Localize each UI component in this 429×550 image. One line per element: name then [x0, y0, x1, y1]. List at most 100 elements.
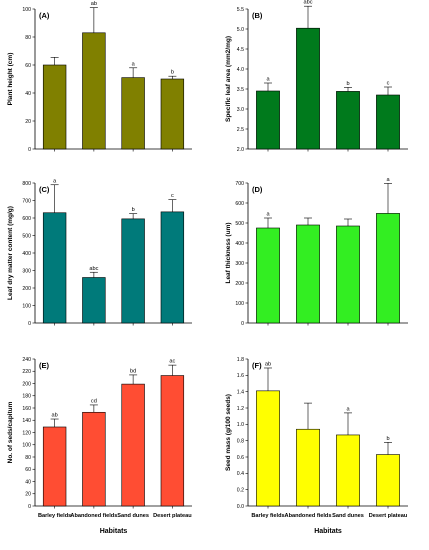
x-category-label: Desert plateau [153, 513, 192, 519]
significance-label: a [386, 177, 390, 183]
bar [82, 277, 106, 324]
bar [336, 225, 360, 324]
significance-label: ab [91, 1, 97, 7]
bar [376, 94, 400, 150]
y-tick-label: 600 [22, 216, 31, 222]
y-tick-label: 100 [22, 303, 31, 309]
significance-label: b [346, 81, 349, 87]
bar [160, 375, 185, 507]
y-tick-label: 60 [25, 467, 31, 473]
significance-label: c [387, 81, 390, 87]
y-tick-label: 1.2 [237, 406, 244, 412]
bar [376, 454, 400, 507]
significance-label: ab [52, 413, 58, 419]
y-tick-label: 100 [22, 7, 31, 13]
bar [376, 213, 400, 324]
y-axis-label: Specific leaf area (mm2/mg) [225, 36, 232, 122]
y-tick-label: 1.6 [237, 373, 244, 379]
y-tick-label: 0.2 [237, 487, 244, 493]
significance-label: bd [130, 368, 136, 374]
bar [82, 411, 106, 507]
x-axis-label: Habitats [314, 528, 342, 535]
y-tick-label: 140 [22, 418, 31, 424]
y-tick-label: 200 [22, 381, 31, 387]
y-tick-label: 0 [28, 147, 31, 153]
chart-panel: (D) 0 100 200 300 400 500 600 700 Leaf thickness … [225, 177, 408, 327]
significance-label: abc [89, 266, 98, 272]
y-tick-label: 500 [235, 221, 244, 227]
y-tick-label: 20 [25, 492, 31, 498]
y-tick-label: 400 [235, 241, 244, 247]
y-tick-label: 600 [235, 201, 244, 207]
significance-label: abc [303, 0, 312, 6]
y-tick-label: 60 [25, 63, 31, 69]
y-tick-label: 4.0 [237, 67, 244, 73]
x-category-label: Abandoned fields [285, 513, 332, 519]
y-tick-label: 2.0 [237, 147, 244, 153]
y-tick-label: 0.0 [237, 504, 244, 510]
y-tick-label: 40 [25, 91, 31, 97]
y-tick-label: 80 [25, 35, 31, 41]
y-tick-label: 80 [25, 455, 31, 461]
y-tick-label: 700 [235, 181, 244, 187]
significance-label: a [53, 178, 57, 184]
x-axis-label: Habitats [100, 528, 128, 535]
y-tick-label: 240 [22, 357, 31, 363]
bar [121, 383, 145, 507]
y-axis-label: Leaf dry matter content (mg/g) [7, 206, 14, 300]
y-tick-label: 1.4 [237, 389, 244, 395]
x-category-label: Sand dunes [332, 513, 364, 519]
bar [296, 428, 320, 507]
chart-panel: (F) 0.0 0.2 0.4 0.6 0.8 1.0 1.2 1.4 1.6 1.8 Seed ma… [225, 357, 408, 535]
y-tick-label: 200 [22, 286, 31, 292]
y-tick-label: 220 [22, 369, 31, 375]
panel-label: (E) [39, 361, 50, 370]
panel-label: (D) [252, 185, 263, 194]
x-category-label: Barley fields [251, 513, 284, 519]
y-tick-label: 40 [25, 479, 31, 485]
y-axis-label: Leaf thickness (um) [225, 222, 232, 283]
bar [42, 64, 67, 150]
y-tick-label: 700 [22, 198, 31, 204]
y-tick-label: 4.5 [237, 47, 244, 53]
y-tick-label: 300 [235, 261, 244, 267]
significance-label: c [171, 193, 174, 199]
bar [121, 77, 145, 150]
y-axis-label: Plant height (cm) [7, 53, 14, 106]
panel-label: (F) [252, 361, 262, 370]
bar [296, 27, 320, 150]
y-tick-label: 1.0 [237, 422, 244, 428]
x-category-label: Abandoned fields [70, 513, 117, 519]
y-tick-label: 0.8 [237, 438, 244, 444]
significance-label: a [132, 61, 136, 67]
panel-label: (C) [39, 185, 50, 194]
bar [42, 426, 67, 507]
bar [336, 434, 360, 507]
y-tick-label: 0 [28, 321, 31, 327]
y-tick-label: 400 [22, 251, 31, 257]
significance-label: b [132, 207, 135, 213]
y-tick-label: 0 [241, 321, 244, 327]
y-axis-label: Seed mass (g/100 seeds) [225, 394, 232, 471]
bar [336, 91, 360, 150]
y-tick-label: 5.5 [237, 7, 244, 13]
bar [160, 211, 185, 324]
y-tick-label: 160 [22, 406, 31, 412]
significance-label: b [386, 436, 389, 442]
significance-label: b [171, 70, 174, 76]
y-tick-label: 0.6 [237, 455, 244, 461]
significance-label: a [346, 406, 350, 412]
y-tick-label: 0 [28, 504, 31, 510]
y-tick-label: 0.4 [237, 471, 244, 477]
y-tick-label: 120 [22, 430, 31, 436]
bar [82, 32, 106, 150]
bar [256, 390, 280, 507]
y-tick-label: 100 [235, 301, 244, 307]
x-category-label: Sand dunes [117, 513, 149, 519]
significance-label: a [266, 212, 270, 218]
panel-label: (A) [39, 11, 50, 20]
y-axis-label: No. of seds/capitum [7, 401, 14, 463]
y-tick-label: 100 [22, 443, 31, 449]
